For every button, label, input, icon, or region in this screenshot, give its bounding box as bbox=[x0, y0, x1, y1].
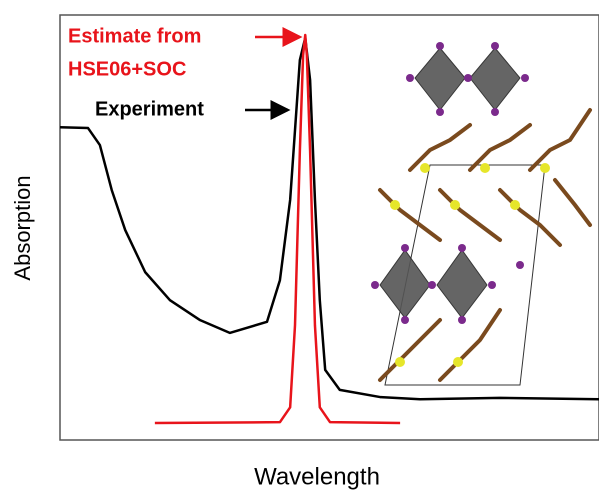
y-axis-label: Absorption bbox=[10, 175, 35, 280]
annotation: Estimate from bbox=[68, 25, 201, 47]
data-line bbox=[154, 33, 401, 425]
data-line bbox=[59, 36, 599, 401]
crystal-structure bbox=[371, 42, 592, 386]
x-axis-label: Wavelength bbox=[254, 463, 380, 490]
annotation: Experiment bbox=[95, 98, 204, 120]
annotation: HSE06+SOC bbox=[68, 58, 186, 80]
plot-frame bbox=[59, 14, 599, 441]
